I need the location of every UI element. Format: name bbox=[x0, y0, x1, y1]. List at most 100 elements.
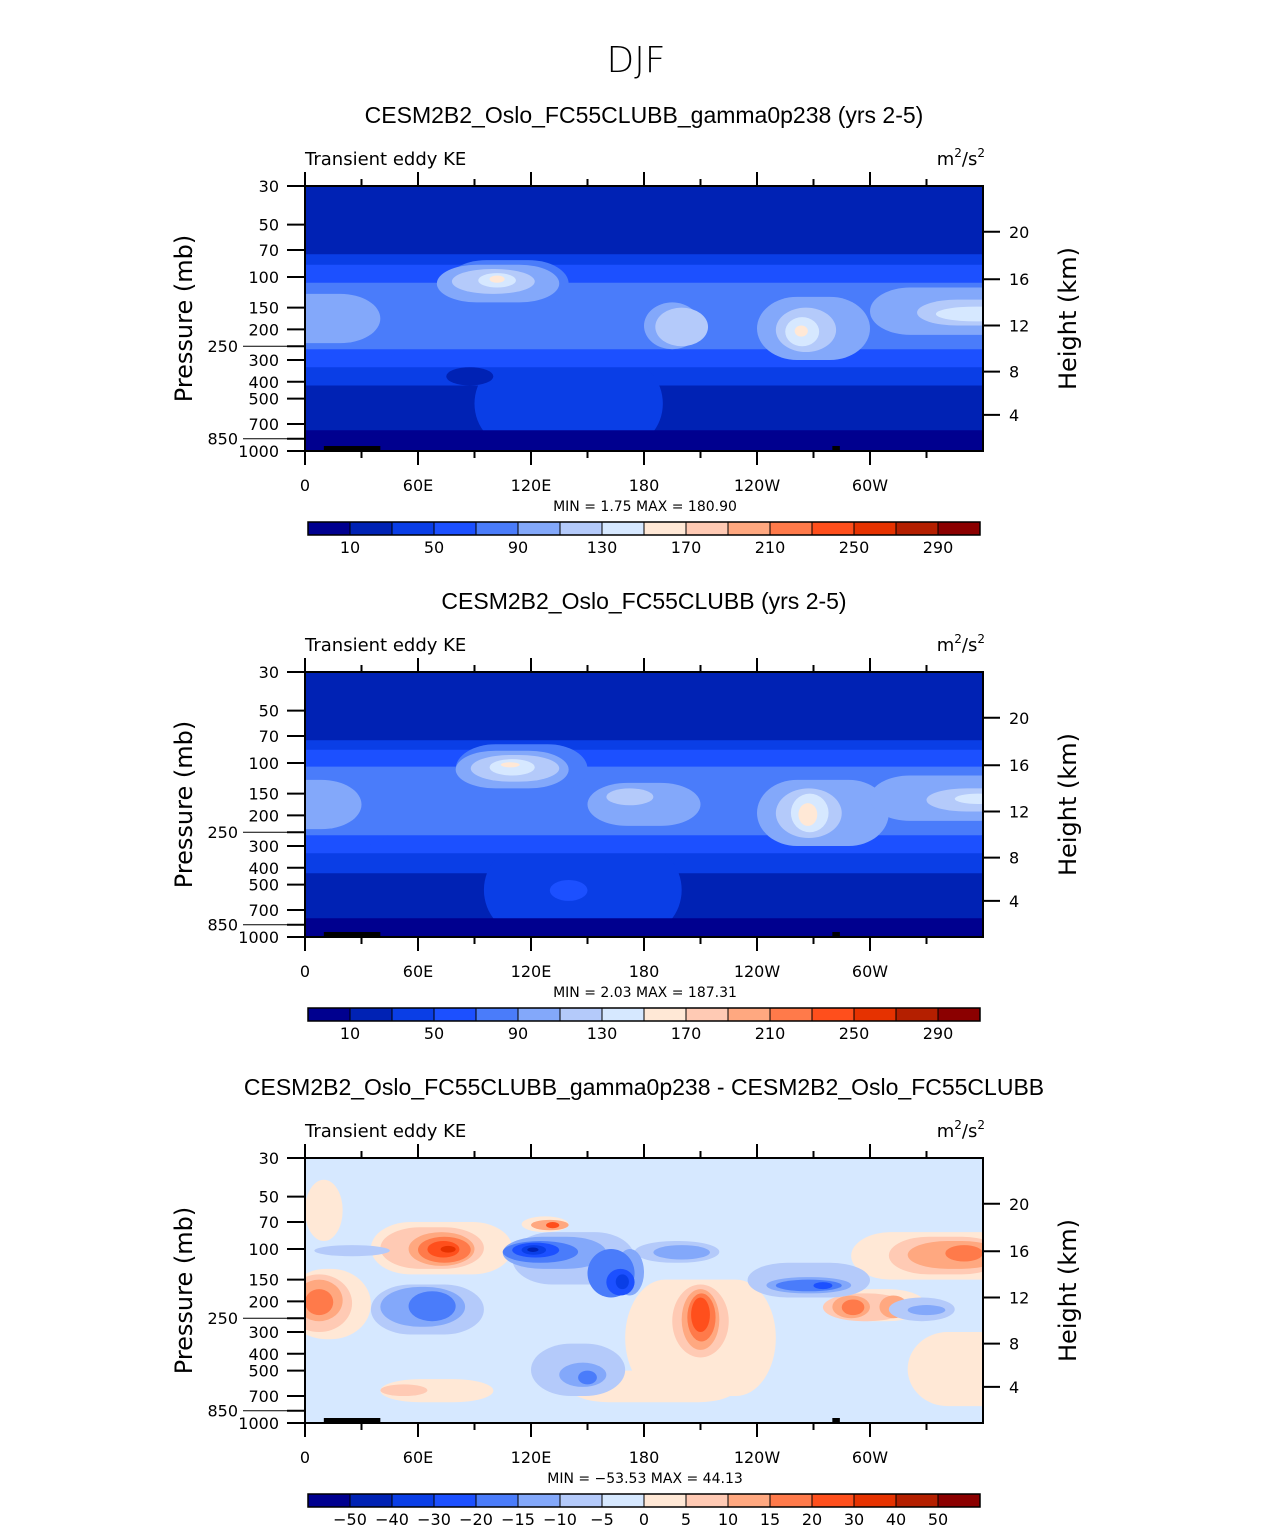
colorbar-swatch bbox=[895, 1007, 939, 1022]
y2-tick-label: 12 bbox=[1009, 316, 1029, 335]
panel-1: CESM2B2_Oslo_FC55CLUBB_gamma0p238 (yrs 2… bbox=[170, 102, 1082, 557]
y-tick-label: 700 bbox=[248, 901, 279, 920]
contour-region bbox=[314, 1245, 390, 1257]
contour-region bbox=[305, 1179, 343, 1242]
topography-mask bbox=[323, 932, 381, 937]
main-title: DJF bbox=[606, 40, 665, 81]
colorbar-label: 40 bbox=[886, 1510, 906, 1529]
colorbar-label: 250 bbox=[839, 538, 870, 557]
colorbar-label: 10 bbox=[340, 538, 360, 557]
units-part: /s bbox=[962, 1121, 977, 1142]
contour-region bbox=[587, 782, 701, 826]
colorbar-label: 210 bbox=[755, 538, 786, 557]
colorbar-label: 50 bbox=[424, 1024, 444, 1043]
y-tick-label: 300 bbox=[248, 1323, 279, 1342]
colorbar-label: −15 bbox=[501, 1510, 535, 1529]
contour-region bbox=[907, 1305, 946, 1316]
y-tick-label: 850 bbox=[207, 916, 238, 935]
y-tick-label: 300 bbox=[248, 837, 279, 856]
contour-region bbox=[907, 1332, 983, 1407]
colorbar-label: 20 bbox=[802, 1510, 822, 1529]
x-tick-label: 60W bbox=[852, 962, 888, 981]
colorbar-swatch bbox=[727, 1007, 771, 1022]
y2-axis-label: Height (km) bbox=[1054, 733, 1082, 876]
contour-region bbox=[527, 1247, 539, 1252]
contour-region bbox=[380, 1384, 428, 1397]
units-part: 2 bbox=[954, 632, 962, 646]
min-max-stats: MIN = 2.03 MAX = 187.31 bbox=[553, 985, 737, 1001]
contour-region bbox=[305, 1289, 334, 1316]
y2-tick-label: 12 bbox=[1009, 1288, 1029, 1307]
y-tick-label: 100 bbox=[248, 268, 279, 287]
contour-region bbox=[841, 1299, 865, 1316]
y-tick-label: 50 bbox=[259, 1188, 279, 1207]
contour-region bbox=[305, 293, 381, 344]
y-tick-label: 400 bbox=[248, 373, 279, 392]
x-tick-label: 120E bbox=[511, 1448, 552, 1467]
y-tick-label: 50 bbox=[259, 216, 279, 235]
variable-label: Transient eddy KE bbox=[304, 1121, 466, 1142]
y-tick-label: 200 bbox=[248, 806, 279, 825]
x-tick-label: 60E bbox=[403, 962, 433, 981]
y-tick-label: 70 bbox=[259, 1213, 279, 1232]
units-part: 2 bbox=[954, 146, 962, 160]
topography-mask bbox=[832, 446, 840, 451]
y-axis-label: Pressure (mb) bbox=[170, 1207, 198, 1374]
variable-label: Transient eddy KE bbox=[304, 635, 466, 656]
y-tick-label: 30 bbox=[259, 1149, 279, 1168]
colorbar-label: −50 bbox=[333, 1510, 367, 1529]
y-tick-label: 200 bbox=[248, 1292, 279, 1311]
colorbar-swatch bbox=[811, 1493, 855, 1508]
y2-tick-label: 16 bbox=[1009, 756, 1029, 775]
y2-tick-label: 12 bbox=[1009, 802, 1029, 821]
colorbar-label: 50 bbox=[928, 1510, 948, 1529]
y2-tick-label: 20 bbox=[1009, 223, 1029, 242]
colorbar-label: 290 bbox=[923, 1024, 954, 1043]
y-tick-label: 200 bbox=[248, 320, 279, 339]
contour-region bbox=[653, 1245, 710, 1260]
contour-field bbox=[305, 1158, 983, 1423]
colorbar-swatch bbox=[937, 1493, 981, 1508]
topography-mask bbox=[323, 1418, 381, 1423]
colorbar-swatch bbox=[517, 1493, 561, 1508]
panel-2: CESM2B2_Oslo_FC55CLUBB (yrs 2-5) Transien… bbox=[170, 588, 1082, 1043]
y-tick-label: 70 bbox=[259, 241, 279, 260]
y-tick-label: 500 bbox=[248, 876, 279, 895]
colorbar-swatch bbox=[643, 1493, 687, 1508]
contour-region bbox=[305, 430, 983, 451]
colorbar-swatch bbox=[433, 521, 477, 536]
x-tick-label: 180 bbox=[629, 476, 660, 495]
contour-region bbox=[935, 306, 983, 322]
y-tick-label: 150 bbox=[248, 1271, 279, 1290]
x-tick-label: 0 bbox=[300, 1448, 310, 1467]
colorbar-label: 170 bbox=[671, 538, 702, 557]
colorbar-swatch bbox=[349, 1493, 393, 1508]
y-tick-label: 400 bbox=[248, 1345, 279, 1364]
colorbar-swatch bbox=[517, 521, 561, 536]
y-tick-label: 250 bbox=[207, 823, 238, 842]
colorbar-swatch bbox=[475, 1007, 519, 1022]
units-label: m2/s2 bbox=[937, 146, 985, 170]
colorbar-swatch bbox=[937, 1007, 981, 1022]
contour-region bbox=[794, 325, 808, 337]
contour-region bbox=[440, 1245, 456, 1253]
colorbar-label: 250 bbox=[839, 1024, 870, 1043]
colorbar-swatch bbox=[433, 1493, 477, 1508]
y-tick-label: 150 bbox=[248, 299, 279, 318]
x-tick-label: 180 bbox=[629, 962, 660, 981]
colorbar-label: −5 bbox=[590, 1510, 614, 1529]
colorbar-swatch bbox=[475, 521, 519, 536]
colorbar-label: 130 bbox=[587, 538, 618, 557]
colorbar-swatch bbox=[727, 1493, 771, 1508]
colorbar-swatch bbox=[769, 521, 813, 536]
units-part: m bbox=[937, 149, 955, 170]
units-label: m2/s2 bbox=[937, 632, 985, 656]
y2-tick-label: 8 bbox=[1009, 363, 1019, 382]
colorbar-swatch bbox=[559, 1007, 603, 1022]
topography-mask bbox=[832, 1418, 840, 1423]
y-tick-label: 30 bbox=[259, 177, 279, 196]
y-tick-label: 850 bbox=[207, 430, 238, 449]
contour-region bbox=[813, 1282, 833, 1290]
y2-axis-label: Height (km) bbox=[1054, 247, 1082, 390]
